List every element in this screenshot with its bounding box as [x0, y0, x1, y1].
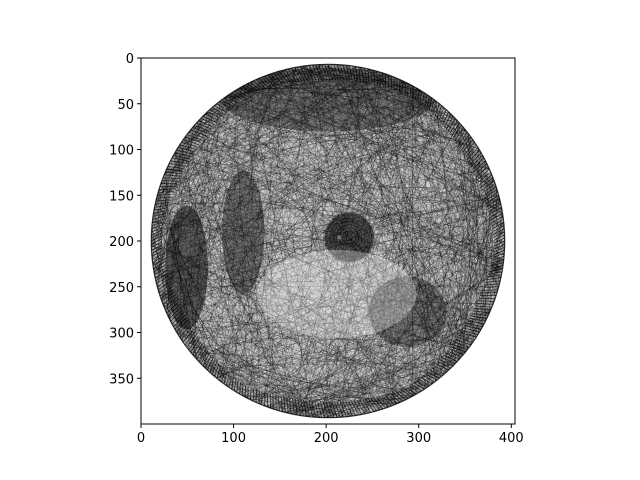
string-art-image — [150, 63, 506, 419]
x-tick-label: 0 — [137, 431, 145, 446]
y-tick-label: 350 — [109, 372, 134, 387]
light-cheek-region — [257, 249, 417, 339]
rim-circle — [150, 63, 506, 419]
y-tick-label: 0 — [126, 52, 134, 67]
x-tick-label: 200 — [314, 431, 339, 446]
tonal-shading — [165, 67, 447, 348]
eye-ripple-ring — [320, 208, 379, 267]
x-tick-label: 400 — [499, 431, 524, 446]
left-edge-dark-region — [165, 205, 208, 330]
rim-spokes — [151, 64, 505, 418]
y-tick-label: 250 — [109, 281, 134, 296]
y-tick-label: 150 — [109, 189, 134, 204]
y-tick-label: 50 — [117, 98, 134, 113]
eye-ripple-ring — [323, 211, 376, 264]
pin-rim — [150, 63, 506, 419]
y-axis: 0 50 100 150 200 250 300 350 — [109, 52, 141, 387]
left-dark-region — [221, 170, 265, 295]
eye-dark-region — [324, 212, 374, 263]
x-tick-label: 300 — [406, 431, 431, 446]
y-tick-label: 100 — [109, 144, 134, 159]
y-tick-label: 300 — [109, 327, 134, 342]
x-tick-label: 100 — [221, 431, 246, 446]
x-axis: 0 100 200 300 400 — [137, 424, 524, 446]
y-tick-label: 200 — [109, 235, 134, 250]
lower-right-dark-region — [368, 276, 447, 348]
